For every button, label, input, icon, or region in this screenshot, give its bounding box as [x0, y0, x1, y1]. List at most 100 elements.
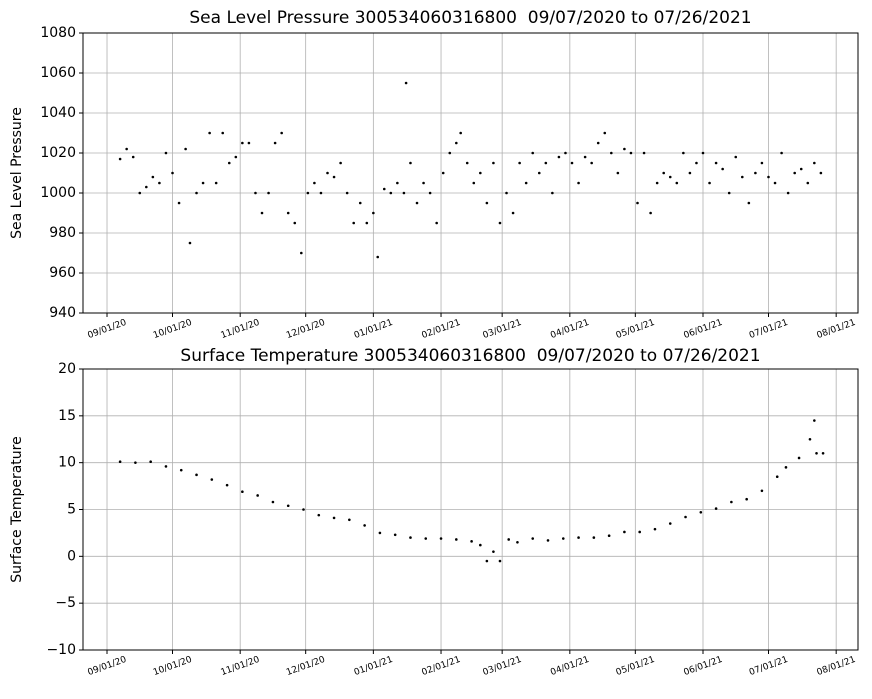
data-point: [396, 181, 399, 185]
data-point: [389, 191, 393, 195]
data-point: [138, 191, 142, 195]
data-point: [760, 161, 764, 165]
x-tick-label: 03/01/21: [482, 655, 523, 678]
data-point: [472, 181, 476, 185]
data-point: [280, 131, 283, 135]
x-tick-label: 01/01/21: [353, 655, 394, 678]
data-point: [358, 201, 362, 205]
data-point: [254, 191, 257, 195]
data-point: [668, 522, 672, 525]
data-point: [721, 167, 724, 171]
data-point: [754, 171, 757, 175]
axes-frame: [82, 368, 859, 651]
data-point: [118, 460, 122, 464]
data-point: [808, 437, 812, 441]
data-point: [684, 515, 687, 519]
data-point: [188, 241, 192, 245]
data-point: [208, 131, 211, 135]
data-point: [149, 460, 152, 464]
data-point: [326, 171, 329, 175]
data-point: [293, 221, 297, 225]
data-point: [485, 559, 489, 563]
data-point: [662, 171, 666, 175]
data-point: [638, 530, 641, 534]
data-point: [668, 175, 672, 179]
data-point: [409, 161, 412, 165]
data-point: [424, 537, 428, 540]
data-point: [596, 141, 600, 145]
data-point: [348, 518, 351, 522]
x-tick-label: 05/01/21: [615, 655, 656, 678]
data-point: [234, 155, 238, 159]
data-point: [546, 539, 550, 542]
y-tick-label: 10: [58, 455, 76, 471]
chart-title: Sea Level Pressure 300534060316800 09/07…: [189, 8, 751, 28]
data-point: [352, 221, 356, 225]
x-tick-label: 02/01/21: [420, 655, 461, 678]
data-point: [317, 513, 321, 517]
data-point: [655, 181, 659, 185]
data-point: [339, 161, 342, 165]
data-point: [583, 155, 587, 159]
data-point: [675, 181, 679, 185]
data-point: [332, 175, 336, 179]
data-point: [271, 500, 275, 504]
data-point: [300, 251, 303, 255]
data-point: [636, 201, 639, 205]
data-point: [564, 151, 567, 155]
data-point: [302, 508, 305, 511]
data-point: [793, 171, 796, 175]
y-tick-label: 5: [67, 502, 76, 518]
data-point: [505, 191, 508, 195]
x-tick-label: 05/01/21: [615, 318, 656, 341]
y-axis-label: Sea Level Pressure: [9, 107, 25, 239]
data-point: [345, 191, 349, 195]
data-point: [221, 131, 225, 135]
y-tick-label: 15: [58, 408, 76, 424]
x-tick-label: 09/01/20: [86, 318, 128, 341]
y-tick-label: 1080: [40, 25, 76, 41]
data-point: [313, 181, 316, 185]
data-point: [708, 181, 711, 185]
chart-title: Surface Temperature 300534060316800 09/0…: [180, 346, 760, 366]
data-point: [714, 161, 718, 165]
x-tick-label: 03/01/21: [482, 318, 523, 341]
data-point: [734, 155, 738, 159]
data-point: [537, 171, 541, 175]
data-point: [623, 147, 626, 151]
data-point: [682, 151, 685, 155]
data-point: [179, 468, 183, 472]
data-point: [607, 534, 611, 538]
data-point: [455, 141, 458, 145]
data-point: [701, 151, 705, 155]
data-point: [409, 536, 412, 539]
data-point: [745, 497, 748, 501]
data-point: [435, 221, 438, 225]
subplot: 940 960 980 1000 1020 1040 1060 1080 09/01/20 10/…: [9, 8, 859, 341]
data-point: [306, 191, 310, 195]
axes-frame: [82, 32, 859, 314]
data-point: [439, 537, 443, 540]
data-point: [695, 161, 698, 165]
data-point: [775, 475, 779, 479]
data-point: [177, 201, 181, 205]
data-point: [402, 191, 406, 195]
x-tick-label: 07/01/21: [748, 318, 789, 341]
data-point: [184, 147, 187, 151]
data-point: [319, 191, 323, 195]
data-point: [740, 175, 744, 179]
x-tick-label: 07/01/21: [748, 655, 789, 678]
data-point: [260, 211, 264, 215]
data-point: [164, 465, 168, 468]
x-tick-label: 04/01/21: [549, 318, 590, 341]
x-tick-label: 12/01/20: [285, 318, 327, 341]
data-point: [577, 536, 580, 539]
data-point: [786, 191, 790, 195]
data-point: [773, 181, 777, 185]
subplot: −10 −5 0 5 10 15 20 09/01/20 10/01/20 11/01/20 12/…: [9, 346, 859, 678]
data-point: [378, 531, 382, 535]
x-tick-label: 08/01/21: [816, 318, 857, 341]
data-point: [286, 504, 290, 508]
data-point: [376, 255, 380, 259]
